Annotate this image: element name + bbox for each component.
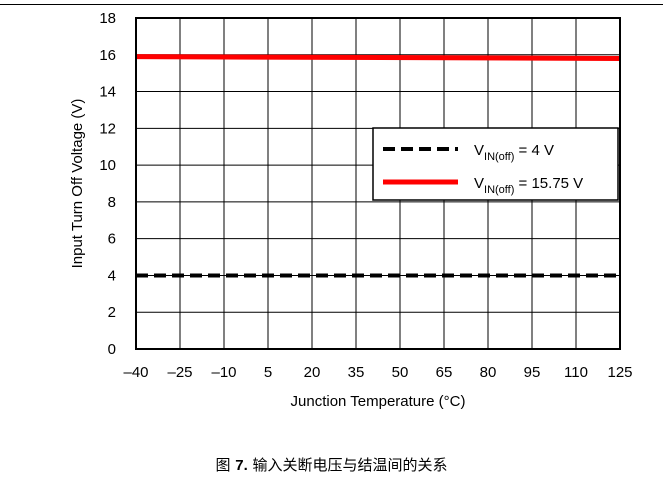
- y-axis-label: Input Turn Off Voltage (V): [69, 99, 86, 269]
- x-tick-label: 95: [524, 364, 541, 381]
- legend-label-1: VIN(off) = 4 V: [474, 142, 554, 163]
- y-tick-labels: 0 2 4 6 8 10 12 14 16 18: [99, 10, 116, 358]
- y-tick-label: 8: [108, 194, 116, 211]
- y-tick-label: 14: [99, 84, 116, 101]
- figure-caption: 图 7. 输入关断电压与结温间的关系: [0, 454, 663, 475]
- top-rule: [0, 4, 663, 5]
- y-tick-label: 10: [99, 157, 116, 174]
- caption-number: 7.: [235, 457, 248, 474]
- legend-box: [372, 127, 619, 201]
- y-tick-label: 4: [108, 267, 116, 284]
- x-tick-label: 35: [348, 364, 365, 381]
- x-tick-label: 5: [264, 364, 272, 381]
- y-tick-label: 18: [99, 10, 116, 27]
- caption-text: 输入关断电压与结温间的关系: [247, 456, 448, 474]
- caption-prefix: 图: [215, 456, 236, 474]
- legend: VIN(off) = 4 V VIN(off) = 15.75 V: [372, 127, 619, 201]
- x-tick-label: 50: [392, 364, 409, 381]
- x-tick-label: 110: [564, 364, 588, 381]
- x-tick-labels: –40 –25 –10 5 20 35 50 65 80 95 110 125: [123, 364, 632, 381]
- y-tick-label: 2: [108, 304, 116, 321]
- x-tick-label: 65: [436, 364, 453, 381]
- y-tick-label: 12: [99, 120, 116, 137]
- y-tick-label: 0: [108, 341, 116, 358]
- y-tick-label: 16: [99, 47, 116, 64]
- legend-label-2: VIN(off) = 15.75 V: [474, 175, 583, 196]
- plot-frame: [135, 17, 621, 350]
- chart: –40 –25 –10 5 20 35 50 65 80 95 110 125 0 2 4 6 8 10 12 14…: [69, 10, 633, 410]
- x-tick-label: 80: [480, 364, 497, 381]
- x-tick-label: –25: [167, 364, 192, 381]
- y-tick-label: 6: [108, 231, 116, 248]
- series-layer: [135, 54, 621, 278]
- x-tick-label: 20: [304, 364, 321, 381]
- x-axis-label: Junction Temperature (°C): [291, 393, 466, 410]
- x-tick-label: –10: [211, 364, 236, 381]
- x-tick-label: –40: [123, 364, 148, 381]
- series-line-2: [135, 54, 621, 61]
- x-tick-label: 125: [607, 364, 632, 381]
